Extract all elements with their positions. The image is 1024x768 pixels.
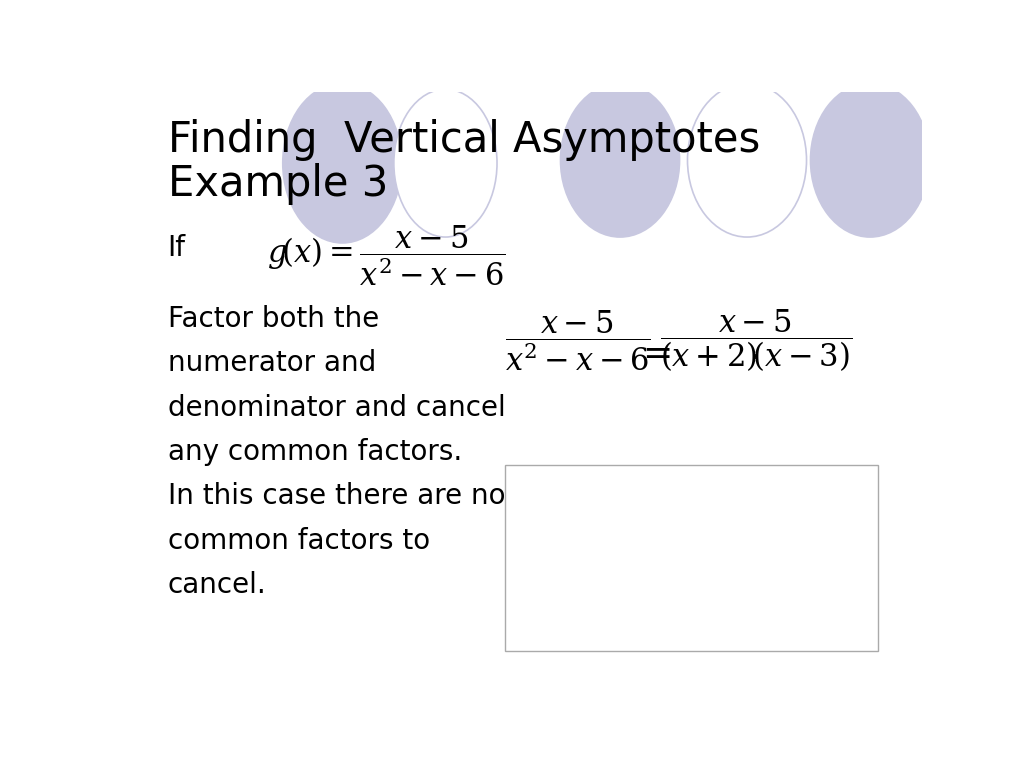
- Text: Example 3: Example 3: [168, 163, 388, 205]
- FancyBboxPatch shape: [505, 465, 878, 651]
- Text: $g\!\left(x\right)=\dfrac{x-5}{x^2-x-6}$: $g\!\left(x\right)=\dfrac{x-5}{x^2-x-6}$: [267, 223, 506, 288]
- Ellipse shape: [560, 83, 680, 237]
- Text: $\dfrac{x-5}{\left(x+2\right)\!\left(x-3\right)}$: $\dfrac{x-5}{\left(x+2\right)\!\left(x-3…: [659, 308, 852, 375]
- Text: Factor both the: Factor both the: [168, 305, 379, 333]
- Text: common factors to: common factors to: [168, 527, 430, 554]
- Text: $\dfrac{x-5}{x^2-x-6}$: $\dfrac{x-5}{x^2-x-6}$: [505, 308, 651, 372]
- Ellipse shape: [811, 83, 930, 237]
- Ellipse shape: [283, 83, 401, 243]
- Text: any common factors.: any common factors.: [168, 438, 462, 466]
- Text: numerator and: numerator and: [168, 349, 376, 377]
- Ellipse shape: [394, 89, 497, 237]
- Text: denominator and cancel: denominator and cancel: [168, 394, 506, 422]
- Text: Finding  Vertical Asymptotes: Finding Vertical Asymptotes: [168, 119, 760, 161]
- Text: cancel.: cancel.: [168, 571, 266, 599]
- Text: If: If: [168, 234, 185, 262]
- Text: In this case there are no: In this case there are no: [168, 482, 505, 511]
- Text: $=$: $=$: [636, 335, 672, 369]
- Ellipse shape: [687, 83, 807, 237]
